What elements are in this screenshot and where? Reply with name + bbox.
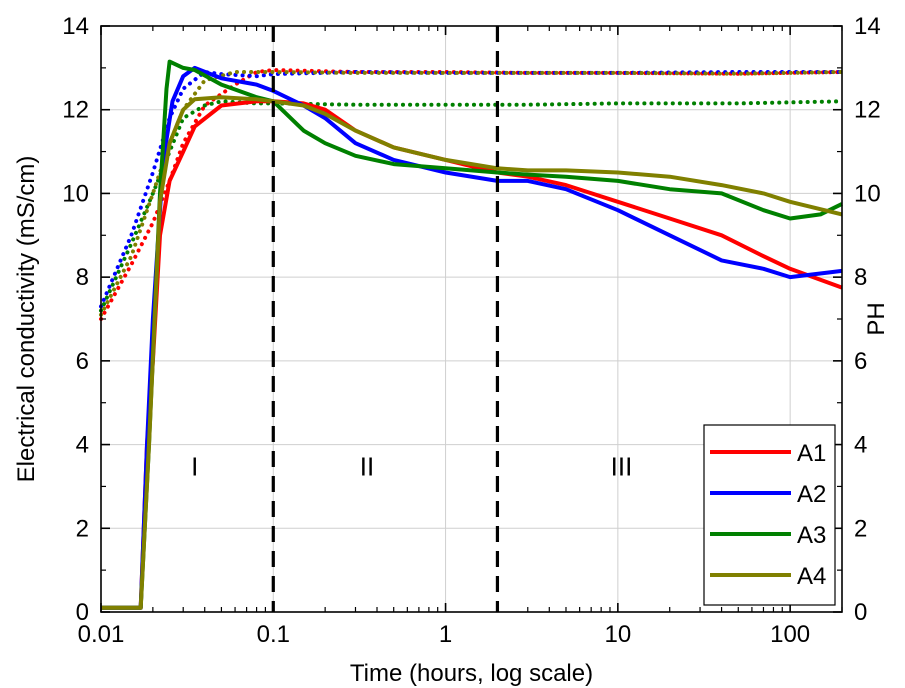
y-right-tick-label: 8 [854,264,867,291]
y-left-tick-label: 4 [76,432,89,459]
y-left-tick-label: 0 [76,599,89,626]
y-right-tick-label: 4 [854,432,867,459]
x-tick-label: 10 [605,621,632,648]
y-left-tick-label: 14 [62,13,89,40]
ph-line-a2 [99,69,844,309]
x-tick-label: 100 [770,621,810,648]
y-left-tick-label: 6 [76,348,89,375]
y-axis-left-label: Electrical conductivity (mS/cm) [13,156,40,483]
y-left-tick-label: 10 [62,180,89,207]
conductivity-line-a3 [101,59,843,610]
x-tick-label: 1 [439,621,452,648]
y-left-tick-label: 12 [62,97,89,124]
axes: 0.01 0.1 1 10 100 0 0 2 2 4 4 6 6 8 8 10 10 12 12 14 14 [62,13,880,648]
ph-line-a1 [99,67,844,321]
legend: A1 A2 A3 A4 [703,424,836,606]
phase-labels: I II III [191,452,632,482]
ph-line-a4 [99,70,844,317]
phase-label: I [191,452,198,482]
y-right-tick-label: 14 [854,13,881,40]
phase-label: II [360,452,374,482]
ph-series-lines [99,67,844,321]
y-right-tick-label: 10 [854,180,881,207]
legend-label: A3 [797,522,826,549]
y-right-tick-label: 2 [854,515,867,542]
y-right-tick-label: 0 [854,599,867,626]
y-left-tick-label: 8 [76,264,89,291]
y-left-tick-label: 2 [76,515,89,542]
y-axis-right-label: PH [863,302,890,335]
ph-line-a3 [99,99,844,313]
y-right-tick-label: 6 [854,348,867,375]
phase-label: III [611,452,633,482]
conductivity-line-a4 [101,95,843,610]
x-tick-label: 0.01 [78,621,125,648]
conductivity-series-lines [101,59,843,610]
legend-label: A4 [797,563,826,590]
y-right-tick-label: 12 [854,97,881,124]
phase-boundary-lines [271,26,500,612]
x-tick-label: 0.1 [257,621,290,648]
x-axis-label: Time (hours, log scale) [350,660,593,687]
legend-label: A2 [797,481,826,508]
legend-label: A1 [797,440,826,467]
